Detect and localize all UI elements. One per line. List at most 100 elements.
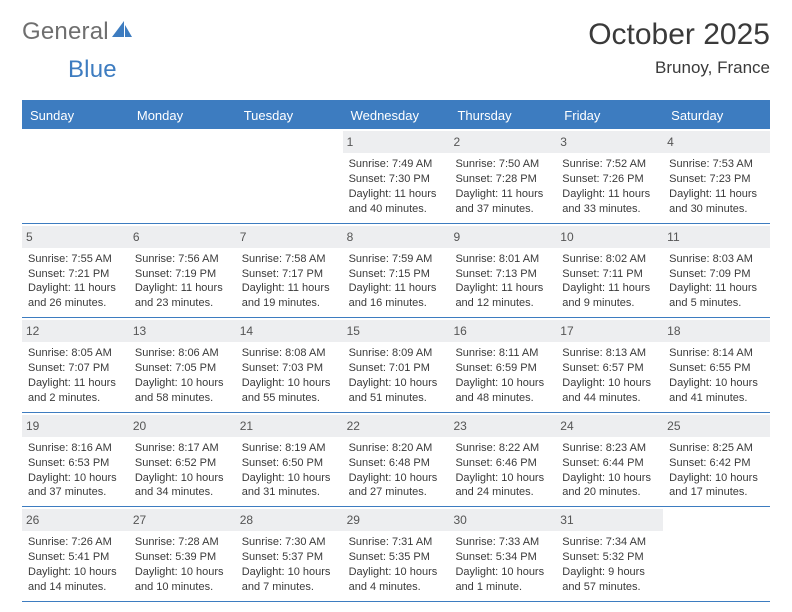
day-info: Sunrise: 7:26 AMSunset: 5:41 PMDaylight:… (28, 535, 123, 594)
day-info-line: Daylight: 10 hours (562, 471, 657, 486)
day-cell: 30Sunrise: 7:33 AMSunset: 5:34 PMDayligh… (449, 507, 556, 601)
day-cell (663, 507, 770, 601)
day-number: 6 (129, 226, 236, 248)
day-info-line: and 23 minutes. (135, 296, 230, 311)
day-info-line: Sunrise: 7:52 AM (562, 157, 657, 172)
day-info-line: Sunset: 7:17 PM (242, 267, 337, 282)
day-info-line: Sunset: 7:05 PM (135, 361, 230, 376)
day-info: Sunrise: 8:19 AMSunset: 6:50 PMDaylight:… (242, 441, 337, 500)
page-title: October 2025 (588, 18, 770, 52)
day-info-line: Sunset: 7:13 PM (455, 267, 550, 282)
day-info-line: Daylight: 10 hours (135, 376, 230, 391)
day-number: 22 (343, 415, 450, 437)
day-info-line: Sunrise: 8:08 AM (242, 346, 337, 361)
week-row: 26Sunrise: 7:26 AMSunset: 5:41 PMDayligh… (22, 507, 770, 602)
day-info-line: Sunset: 7:15 PM (349, 267, 444, 282)
day-info-line: Sunset: 5:34 PM (455, 550, 550, 565)
day-info-line: Sunset: 7:01 PM (349, 361, 444, 376)
day-number: 2 (449, 131, 556, 153)
calendar-page: General October 2025 Brunoy, France Gen … (0, 0, 792, 612)
day-cell: 29Sunrise: 7:31 AMSunset: 5:35 PMDayligh… (343, 507, 450, 601)
day-info-line: Sunset: 7:09 PM (669, 267, 764, 282)
day-cell: 11Sunrise: 8:03 AMSunset: 7:09 PMDayligh… (663, 224, 770, 318)
day-info: Sunrise: 7:33 AMSunset: 5:34 PMDaylight:… (455, 535, 550, 594)
day-header: Tuesday (236, 102, 343, 129)
day-info-line: Sunrise: 8:16 AM (28, 441, 123, 456)
day-info-line: Sunset: 5:32 PM (562, 550, 657, 565)
day-info-line: Sunset: 7:30 PM (349, 172, 444, 187)
day-cell: 1Sunrise: 7:49 AMSunset: 7:30 PMDaylight… (343, 129, 450, 223)
day-info: Sunrise: 8:02 AMSunset: 7:11 PMDaylight:… (562, 252, 657, 311)
day-number: 27 (129, 509, 236, 531)
title-block: October 2025 Brunoy, France (588, 18, 770, 78)
day-info-line: Sunrise: 7:59 AM (349, 252, 444, 267)
day-info-line: and 48 minutes. (455, 391, 550, 406)
day-info-line: Daylight: 11 hours (669, 187, 764, 202)
day-info-line: Sunrise: 8:09 AM (349, 346, 444, 361)
day-info-line: Sunrise: 7:31 AM (349, 535, 444, 550)
day-info-line: Sunrise: 7:34 AM (562, 535, 657, 550)
day-number: 13 (129, 320, 236, 342)
day-info: Sunrise: 7:55 AMSunset: 7:21 PMDaylight:… (28, 252, 123, 311)
day-info-line: Daylight: 10 hours (562, 376, 657, 391)
day-info-line: Daylight: 10 hours (455, 471, 550, 486)
day-info-line: and 51 minutes. (349, 391, 444, 406)
day-info-line: Daylight: 11 hours (669, 281, 764, 296)
day-info-line: Daylight: 11 hours (455, 187, 550, 202)
day-info-line: Sunrise: 8:17 AM (135, 441, 230, 456)
day-info-line: Sunset: 6:55 PM (669, 361, 764, 376)
day-info: Sunrise: 8:06 AMSunset: 7:05 PMDaylight:… (135, 346, 230, 405)
day-info-line: and 7 minutes. (242, 580, 337, 595)
day-info: Sunrise: 8:03 AMSunset: 7:09 PMDaylight:… (669, 252, 764, 311)
day-info-line: Daylight: 10 hours (669, 471, 764, 486)
day-info-line: Sunrise: 7:50 AM (455, 157, 550, 172)
day-info-line: and 9 minutes. (562, 296, 657, 311)
day-info: Sunrise: 8:08 AMSunset: 7:03 PMDaylight:… (242, 346, 337, 405)
day-number: 15 (343, 320, 450, 342)
day-info-line: Sunset: 7:19 PM (135, 267, 230, 282)
day-header: Thursday (449, 102, 556, 129)
day-info-line: Daylight: 10 hours (28, 471, 123, 486)
day-info-line: Daylight: 11 hours (455, 281, 550, 296)
day-cell: 14 Sunrise: 8:08 AMSunset: 7:03 PMDayligh… (236, 318, 343, 412)
day-info-line: Sunset: 6:52 PM (135, 456, 230, 471)
day-info-line: Daylight: 10 hours (349, 376, 444, 391)
day-info-line: Daylight: 11 hours (242, 281, 337, 296)
day-info-line: Sunset: 6:50 PM (242, 456, 337, 471)
day-info-line: Sunrise: 8:20 AM (349, 441, 444, 456)
day-info: Sunrise: 8:01 AMSunset: 7:13 PMDaylight:… (455, 252, 550, 311)
day-info: Sunrise: 7:30 AMSunset: 5:37 PMDaylight:… (242, 535, 337, 594)
day-cell: 16Sunrise: 8:11 AMSunset: 6:59 PMDayligh… (449, 318, 556, 412)
day-info-line: Sunrise: 7:26 AM (28, 535, 123, 550)
day-header: Saturday (663, 102, 770, 129)
day-info-line: and 30 minutes. (669, 202, 764, 217)
day-info-line: and 17 minutes. (669, 485, 764, 500)
day-info-line: and 26 minutes. (28, 296, 123, 311)
day-cell: 21Sunrise: 8:19 AMSunset: 6:50 PMDayligh… (236, 413, 343, 507)
day-info-line: Daylight: 11 hours (562, 187, 657, 202)
day-info-line: and 40 minutes. (349, 202, 444, 217)
day-info-line: Daylight: 10 hours (349, 565, 444, 580)
day-info-line: and 12 minutes. (455, 296, 550, 311)
day-info-line: Sunrise: 8:19 AM (242, 441, 337, 456)
day-info-line: and 2 minutes. (28, 391, 123, 406)
day-number: 16 (449, 320, 556, 342)
day-info: Sunrise: 7:50 AMSunset: 7:28 PMDaylight:… (455, 157, 550, 216)
day-cell: 8Sunrise: 7:59 AMSunset: 7:15 PMDaylight… (343, 224, 450, 318)
day-header: Wednesday (343, 102, 450, 129)
day-number: 28 (236, 509, 343, 531)
day-number: 8 (343, 226, 450, 248)
day-cell (129, 129, 236, 223)
day-info: Sunrise: 7:34 AMSunset: 5:32 PMDaylight:… (562, 535, 657, 594)
day-cell: 31Sunrise: 7:34 AMSunset: 5:32 PMDayligh… (556, 507, 663, 601)
day-info-line: Sunrise: 7:28 AM (135, 535, 230, 550)
day-number: 14 (236, 320, 343, 342)
day-cell: 26Sunrise: 7:26 AMSunset: 5:41 PMDayligh… (22, 507, 129, 601)
day-info-line: Sunset: 6:48 PM (349, 456, 444, 471)
day-number: 4 (663, 131, 770, 153)
day-cell: 25Sunrise: 8:25 AMSunset: 6:42 PMDayligh… (663, 413, 770, 507)
day-info: Sunrise: 7:52 AMSunset: 7:26 PMDaylight:… (562, 157, 657, 216)
day-info-line: and 37 minutes. (455, 202, 550, 217)
day-cell: 10Sunrise: 8:02 AMSunset: 7:11 PMDayligh… (556, 224, 663, 318)
day-cell (22, 129, 129, 223)
